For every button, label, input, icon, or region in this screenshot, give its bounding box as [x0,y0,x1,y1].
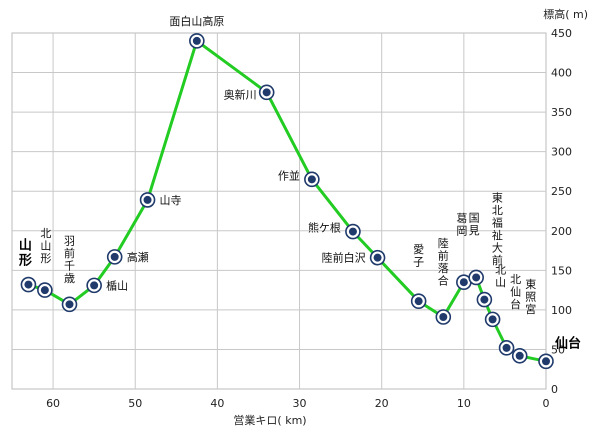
x-tick-label: 60 [46,397,60,410]
station-label: 陸前落合 [438,237,449,288]
station-marker-dot [480,295,489,304]
station-label: 東照宮 [525,278,536,316]
station-marker-dot [24,280,33,289]
station-marker-dot [488,315,497,324]
station-label: 愛子 [413,243,424,268]
y-tick-label: 150 [551,264,572,277]
station-marker-dot [542,357,550,366]
x-axis-title: 営業キロ( km) [233,413,306,427]
station-markers [20,33,554,370]
station-label: 北山 [495,263,506,289]
station-marker-dot [472,273,481,282]
station-label: 東北福祉大前 [492,192,503,267]
x-tick-label: 0 [543,397,550,410]
grid [12,33,546,389]
station-label: 楯山 [106,278,128,292]
station-marker-dot [192,36,201,45]
station-label: 熊ケ根 [308,221,341,235]
station-marker-dot [459,278,468,287]
station-label: 山寺 [160,194,182,207]
y-tick-label: 400 [551,67,572,80]
station-marker-dot [348,227,357,236]
y-tick-label: 50 [551,343,565,356]
station-label: 国見 [469,211,480,237]
plot-area [11,32,547,390]
station-label: 葛岡 [456,212,467,238]
y-tick-label: 250 [551,185,572,198]
station-label: 北仙台 [510,273,521,311]
y-axis-title: 標高( m) [543,7,588,21]
x-tick-label: 20 [375,397,389,410]
x-tick-label: 10 [457,397,471,410]
station-label: 陸前白沢 [322,251,366,265]
station-marker-dot [502,343,511,352]
y-tick-labels: 0 50 100 150 200 250 300 350 400 450 [551,27,572,396]
x-tick-labels: 60 50 40 30 20 10 0 [46,397,549,410]
station-label: 奥新川 [224,87,257,101]
station-marker-dot [90,281,99,290]
y-tick-label: 100 [551,304,572,317]
station-marker-dot [40,286,49,295]
station-marker-dot [439,313,448,322]
station-label: 作並 [278,168,300,182]
station-marker-dot [143,195,152,204]
y-tick-label: 200 [551,225,572,238]
y-tick-label: 300 [551,146,572,159]
station-marker-dot [262,88,271,97]
y-tick-label: 450 [551,27,572,40]
station-marker-dot [414,297,423,306]
station-label: 山形 [19,238,32,269]
y-tick-label: 0 [551,383,558,396]
station-marker-dot [515,351,524,360]
x-tick-label: 30 [293,397,307,410]
station-label: 羽前千歳 [64,234,75,285]
y-tick-label: 350 [551,106,572,119]
station-marker-dot [373,253,382,262]
station-label: 面白山高原 [169,14,224,28]
station-marker-dot [65,300,74,309]
station-marker-dot [307,175,316,184]
station-label: 仙台 [555,335,581,351]
station-label: 北山形 [40,227,51,265]
station-marker-dot [110,252,119,261]
x-tick-label: 40 [210,397,224,410]
x-tick-label: 50 [128,397,142,410]
station-label: 高瀬 [127,250,149,264]
